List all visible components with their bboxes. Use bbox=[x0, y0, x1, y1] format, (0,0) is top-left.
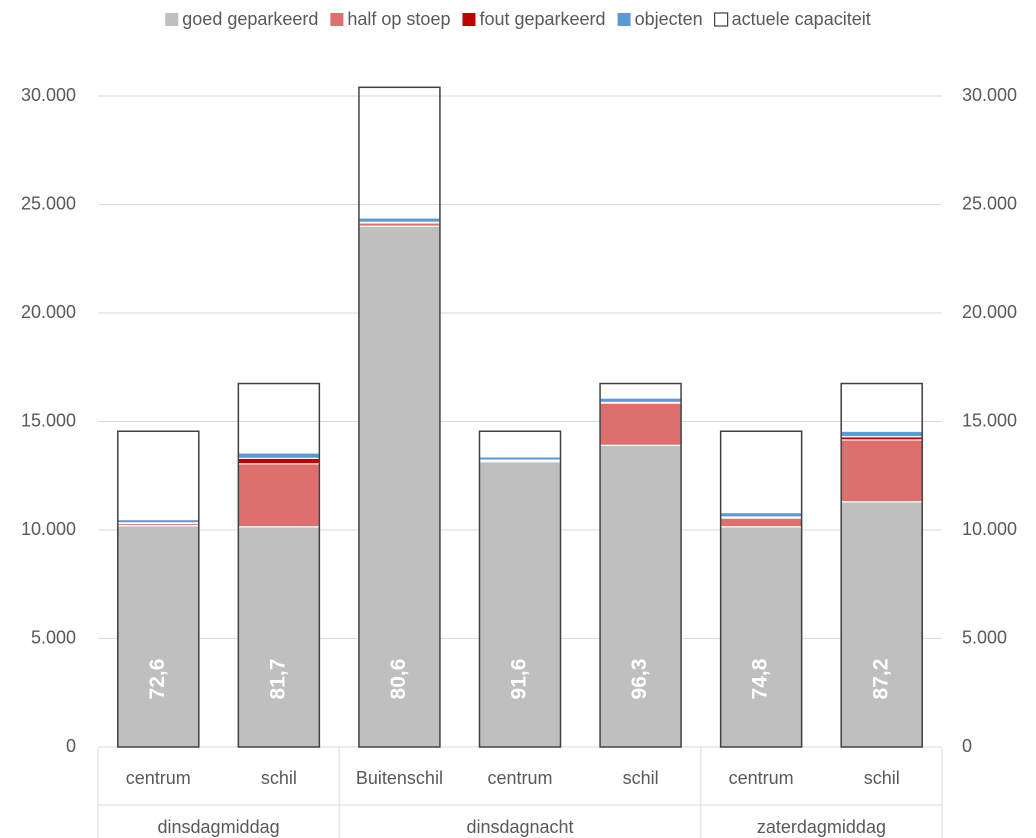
legend-label: fout geparkeerd bbox=[479, 9, 605, 29]
x-tick-label: centrum bbox=[487, 768, 552, 788]
capacity-box bbox=[117, 430, 200, 748]
data-label: 80,6 bbox=[387, 659, 410, 700]
legend-label: actuele capaciteit bbox=[732, 9, 871, 29]
bar-segment bbox=[599, 402, 682, 446]
legend-label: half op stoep bbox=[347, 9, 450, 29]
y2-tick-label: 10.000 bbox=[962, 519, 1017, 539]
y2-tick-label: 20.000 bbox=[962, 302, 1017, 322]
x-tick-label: schil bbox=[623, 768, 659, 788]
legend: goed geparkeerd half op stoep fout geparke… bbox=[165, 9, 871, 29]
y2-tick-label: 0 bbox=[962, 736, 972, 756]
bar-segment bbox=[478, 456, 562, 461]
legend-swatch bbox=[617, 13, 631, 26]
bar-segment bbox=[237, 452, 320, 459]
legend-swatch bbox=[330, 13, 344, 26]
bar-segment bbox=[358, 217, 441, 223]
x-tick-label: centrum bbox=[126, 768, 191, 788]
legend-swatch bbox=[165, 13, 179, 26]
y2-tick-label: 25.000 bbox=[962, 193, 1017, 213]
bar-segment bbox=[840, 439, 923, 503]
x-tick-label: centrum bbox=[729, 768, 794, 788]
y-tick-label: 30.000 bbox=[21, 85, 76, 105]
bar-segment bbox=[599, 397, 682, 404]
group-label: zaterdagmiddag bbox=[757, 817, 886, 837]
capacity-box bbox=[599, 382, 682, 748]
data-label: 96,3 bbox=[628, 659, 651, 700]
x-tick-label: schil bbox=[864, 768, 900, 788]
capacity-box bbox=[719, 430, 803, 748]
legend-swatch bbox=[714, 12, 729, 27]
y-tick-label: 20.000 bbox=[21, 302, 76, 322]
legend-swatch bbox=[462, 13, 476, 26]
group-label: dinsdagmiddag bbox=[158, 817, 280, 837]
legend-label: goed geparkeerd bbox=[182, 9, 318, 29]
data-label: 87,2 bbox=[869, 659, 892, 700]
capacity-box bbox=[478, 430, 562, 748]
y-tick-label: 15.000 bbox=[21, 410, 76, 430]
bar-segment bbox=[237, 457, 320, 465]
y2-tick-label: 5.000 bbox=[962, 627, 1007, 647]
bar-segment bbox=[117, 525, 200, 748]
y2-tick-label: 15.000 bbox=[962, 410, 1017, 430]
x-tick-label: schil bbox=[261, 768, 297, 788]
y-tick-label: 0 bbox=[66, 736, 76, 756]
bar-segment bbox=[478, 461, 562, 748]
y-tick-label: 5.000 bbox=[31, 627, 76, 647]
legend-label: objecten bbox=[635, 9, 703, 29]
bar-segment bbox=[237, 463, 320, 528]
y-tick-label: 10.000 bbox=[21, 519, 76, 539]
y2-tick-label: 30.000 bbox=[962, 85, 1017, 105]
bar-segment bbox=[840, 430, 923, 438]
group-label: dinsdagnacht bbox=[466, 817, 573, 837]
bar-segment bbox=[237, 526, 320, 748]
data-label: 74,8 bbox=[749, 658, 772, 699]
bar-segment bbox=[720, 526, 803, 748]
capacity-box bbox=[358, 86, 441, 748]
capacity-box bbox=[237, 382, 321, 748]
y-tick-label: 25.000 bbox=[21, 193, 76, 213]
bar-segment bbox=[358, 225, 441, 748]
bar-segment bbox=[840, 501, 923, 748]
bar-segment bbox=[720, 512, 803, 518]
data-label: 72,6 bbox=[146, 659, 169, 700]
bar-segment bbox=[599, 444, 682, 748]
bar-segment bbox=[117, 518, 200, 524]
data-label: 91,6 bbox=[508, 659, 531, 700]
bar-segment bbox=[720, 517, 803, 528]
capacity-box bbox=[840, 382, 923, 748]
x-tick-label: Buitenschil bbox=[356, 768, 443, 788]
data-label: 81,7 bbox=[266, 659, 289, 700]
